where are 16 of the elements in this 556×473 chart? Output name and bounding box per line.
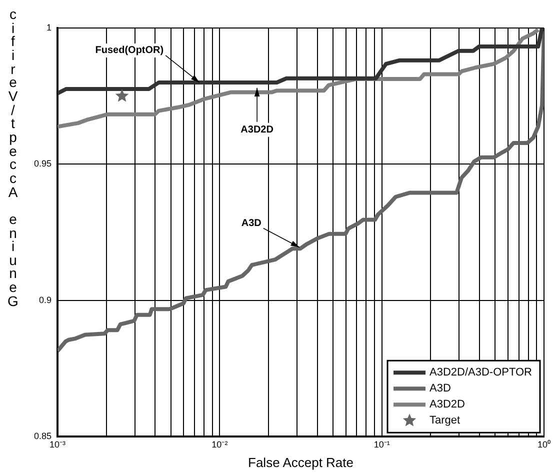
x-tick-label: 10⁻¹ [374, 439, 390, 450]
legend-label: Target [430, 414, 460, 427]
y-tick-label: 0.9 [39, 294, 52, 305]
y-tick-label: 0.85 [34, 431, 52, 442]
x-axis-title: False Accept Rate [248, 454, 354, 470]
legend-label: A3D [430, 382, 451, 395]
legend-label: A3D2D [430, 398, 466, 411]
annotation: A3D [241, 218, 262, 230]
x-tick-label: 10⁻³ [50, 439, 66, 450]
y-tick-label: 0.95 [34, 158, 52, 169]
x-tick-label: 10⁰ [537, 439, 551, 450]
y-tick-label: 1 [46, 22, 52, 32]
annotation: Fused(OptOR) [95, 45, 164, 56]
annotation: A3D2D [240, 124, 274, 136]
x-tick-label: 10⁻² [212, 439, 228, 450]
legend-label: A3D2D/A3D-OPTOR [430, 366, 532, 379]
